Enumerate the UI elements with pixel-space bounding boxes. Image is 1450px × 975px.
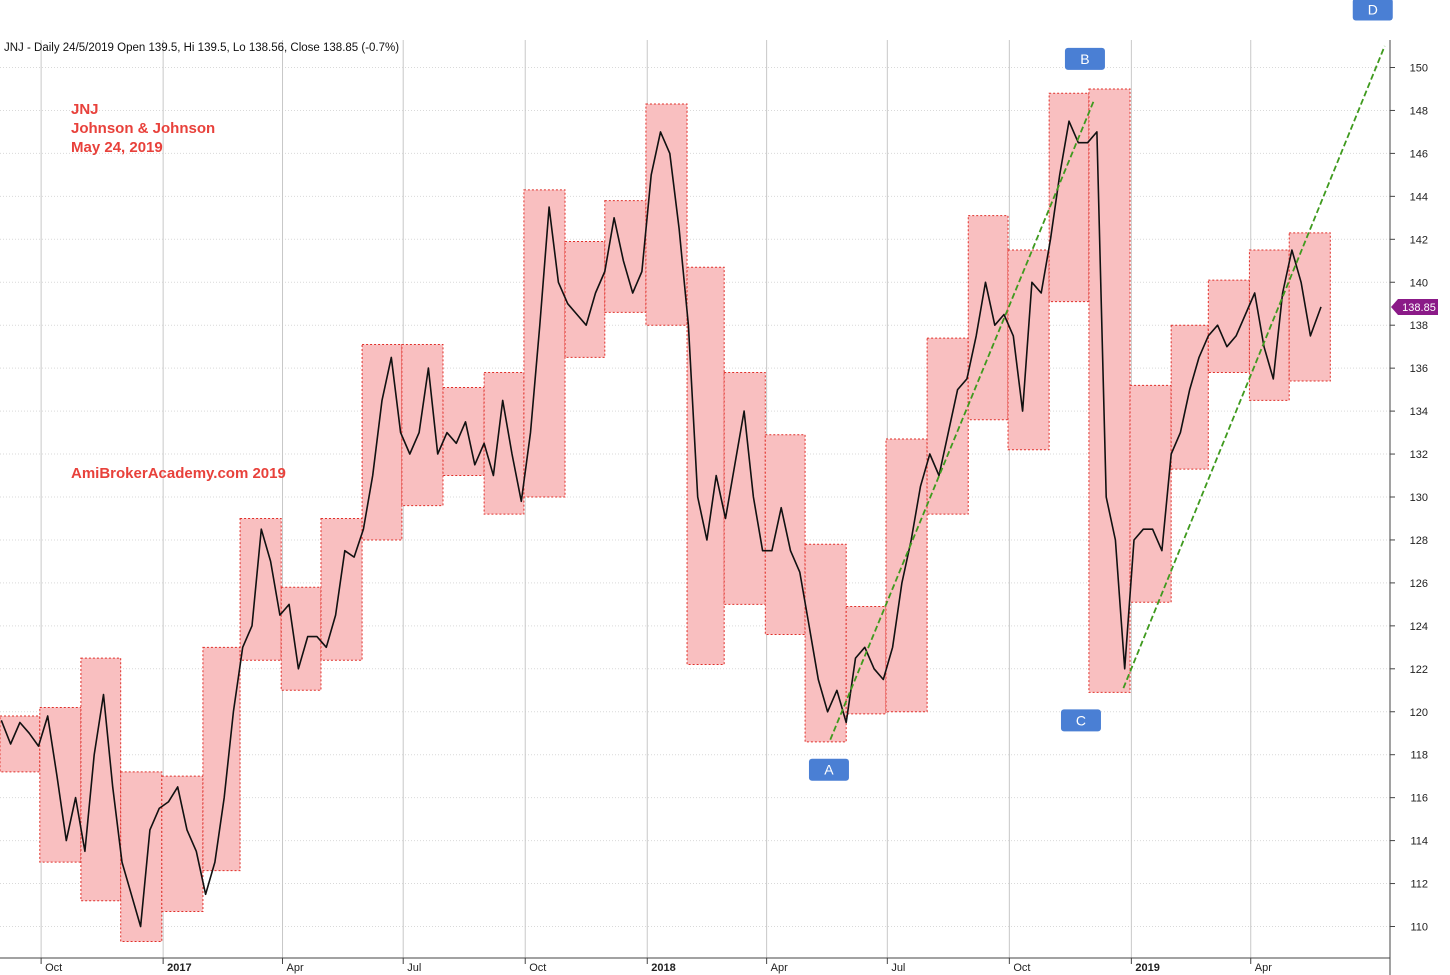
y-tick-label: 120: [1410, 707, 1428, 719]
range-box: [39, 706, 82, 863]
marker-label: C: [1076, 712, 1086, 728]
y-tick-label: 140: [1410, 277, 1428, 289]
x-tick-label: Apr: [771, 962, 788, 974]
range-box: [442, 386, 485, 477]
range-box: [1248, 249, 1290, 401]
point-markers: A B C D: [808, 0, 1393, 781]
range-box: [1129, 384, 1172, 603]
y-tick-label: 148: [1410, 105, 1428, 117]
range-box: [1288, 232, 1331, 382]
range-box: [645, 103, 688, 326]
trend-line: [1122, 45, 1386, 689]
x-tick-label: Jul: [407, 962, 421, 974]
last-price-label: 138.85: [1402, 302, 1436, 314]
y-tick-label: 142: [1410, 234, 1428, 246]
last-price-badge: 138.85: [1391, 298, 1438, 315]
x-tick-label: 2017: [167, 962, 191, 974]
y-tick-label: 118: [1410, 750, 1428, 762]
range-box: [926, 337, 969, 515]
watermark-text: AmiBrokerAcademy.com 2019: [71, 465, 286, 482]
y-tick-label: 122: [1410, 664, 1428, 676]
range-box: [564, 240, 606, 358]
x-tick-label: 2019: [1135, 962, 1159, 974]
range-box: [280, 586, 322, 691]
x-tick-label: Jul: [891, 962, 905, 974]
x-tick-label: Apr: [1255, 962, 1272, 974]
annotation-company: Johnson & Johnson: [71, 120, 215, 137]
marker-box: [1060, 709, 1101, 732]
range-box: [686, 266, 725, 666]
marker-label: D: [1368, 2, 1378, 18]
range-box: [845, 606, 887, 715]
y-tick-label: 126: [1410, 578, 1428, 590]
annotation-date: May 24, 2019: [71, 139, 163, 156]
y-ticks: 110 112 114 116 118 120 122 124 126 128 130 132 134 1…: [1390, 63, 1428, 934]
range-box: [0, 715, 41, 773]
y-tick-label: 132: [1410, 449, 1428, 461]
y-tick-label: 124: [1410, 621, 1428, 633]
chart-header: JNJ - Daily 24/5/2019 Open 139.5, Hi 139…: [4, 42, 399, 54]
range-box: [1207, 279, 1250, 373]
range-box: [483, 371, 525, 515]
range-box: [523, 189, 566, 498]
range-box: [320, 517, 363, 661]
y-tick-label: 150: [1410, 63, 1428, 75]
y-tick-label: 146: [1410, 148, 1428, 160]
marker-box: [1064, 47, 1105, 70]
range-box: [604, 200, 647, 313]
marker-c: C: [1060, 709, 1101, 732]
range-box: [80, 657, 122, 902]
x-ticks: Oct 2017 Apr Jul Oct 2018 Apr Jul Oct 2019 Apr: [40, 958, 1272, 974]
price-series: [0, 120, 1322, 928]
y-tick-label: 138: [1410, 320, 1428, 332]
range-box: [1088, 88, 1131, 693]
marker-b: B: [1064, 47, 1105, 70]
marker-a: A: [808, 758, 849, 781]
marker-label: B: [1080, 51, 1089, 67]
range-box: [202, 646, 241, 872]
marker-label: A: [824, 762, 834, 778]
trend-line: [829, 99, 1096, 741]
range-box: [885, 438, 928, 713]
range-box: [401, 344, 444, 507]
y-tick-label: 110: [1410, 922, 1428, 934]
range-box: [361, 344, 403, 541]
x-tick-label: Oct: [45, 962, 62, 974]
marker-box: [1352, 0, 1393, 21]
range-box: [764, 434, 806, 635]
y-tick-label: 112: [1410, 879, 1428, 891]
axes: [0, 40, 1391, 975]
range-box: [161, 775, 204, 912]
y-tick-label: 116: [1410, 793, 1428, 805]
y-tick-label: 136: [1410, 363, 1428, 375]
y-tick-label: 144: [1410, 191, 1428, 203]
marker-d: D: [1352, 0, 1393, 21]
x-tick-label: Oct: [1013, 962, 1030, 974]
y-tick-label: 114: [1410, 836, 1428, 848]
y-tick-label: 128: [1410, 535, 1428, 547]
x-tick-label: 2018: [651, 962, 675, 974]
x-tick-label: Oct: [529, 962, 546, 974]
y-tick-label: 130: [1410, 492, 1428, 504]
y-tick-label: 134: [1410, 406, 1428, 418]
last-price-badge-shape: [1391, 298, 1438, 315]
trend-lines: [829, 45, 1386, 741]
x-tick-label: Apr: [287, 962, 304, 974]
price-line: [0, 120, 1322, 928]
annotation-ticker: JNJ: [71, 101, 99, 118]
marker-box: [808, 758, 849, 781]
